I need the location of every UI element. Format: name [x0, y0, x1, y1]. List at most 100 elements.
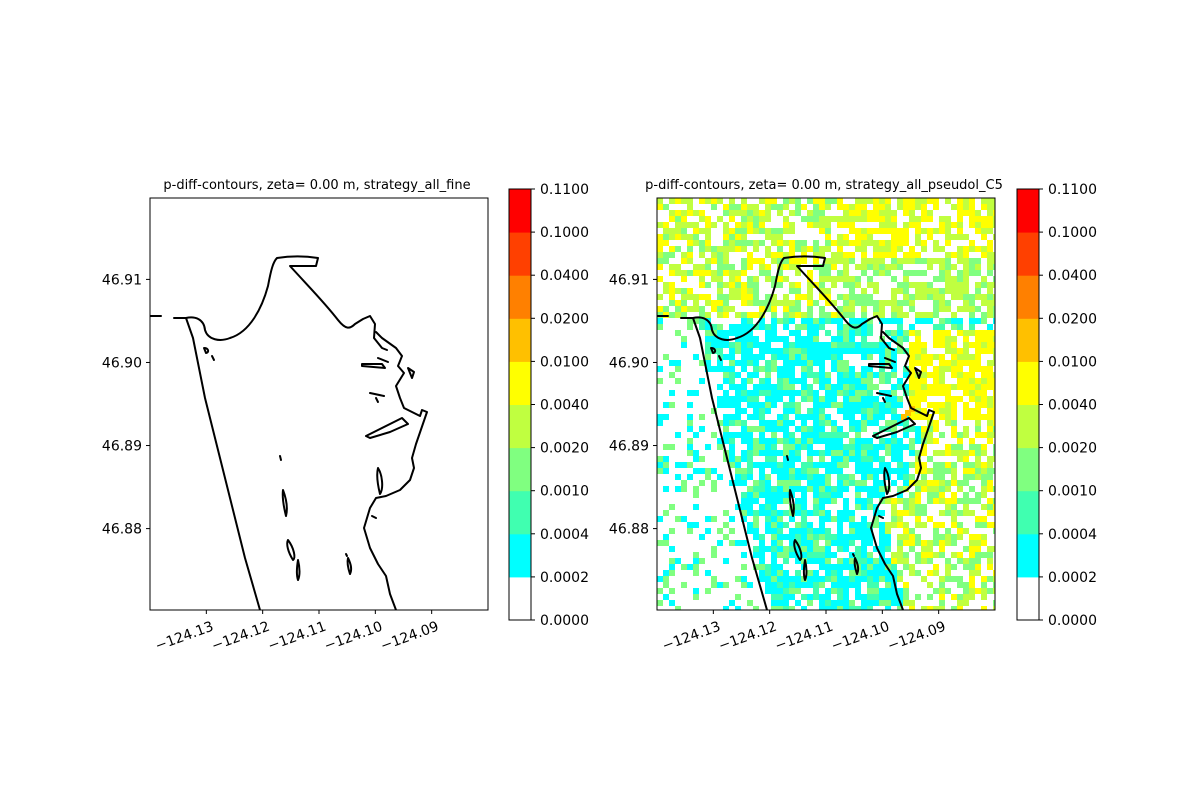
contour-cell: [681, 342, 688, 349]
contour-cell: [915, 588, 922, 595]
contour-cell: [981, 366, 988, 373]
coastline-segment: [371, 515, 377, 519]
contour-cell: [777, 546, 784, 553]
contour-cell: [945, 396, 952, 403]
contour-cell: [927, 222, 934, 229]
contour-cell: [849, 204, 856, 211]
contour-cell: [693, 438, 700, 445]
contour-cell: [825, 372, 832, 379]
contour-cell: [921, 402, 928, 409]
contour-cell: [795, 588, 802, 595]
contour-cell: [753, 438, 760, 445]
contour-cell: [975, 558, 982, 565]
contour-cell: [765, 342, 772, 349]
contour-cell: [819, 324, 826, 331]
contour-cell: [993, 300, 995, 307]
contour-cell: [837, 522, 844, 529]
contour-cell: [957, 606, 964, 610]
contour-cell: [909, 390, 916, 397]
contour-cell: [771, 540, 778, 547]
contour-cell: [747, 516, 754, 523]
contour-cell: [789, 444, 796, 451]
contour-cell: [681, 480, 688, 487]
contour-cell: [687, 588, 694, 595]
contour-cell: [813, 366, 820, 373]
contour-cell: [735, 540, 742, 547]
contour-cell: [933, 468, 940, 475]
contour-cell: [765, 216, 772, 223]
coastline-segment: [882, 397, 886, 403]
contour-cell: [939, 432, 946, 439]
contour-cell: [897, 450, 904, 457]
contour-cell: [933, 528, 940, 535]
contour-cell: [855, 300, 862, 307]
contour-cell: [903, 270, 910, 277]
contour-cell: [873, 582, 880, 589]
contour-cell: [867, 468, 874, 475]
contour-cell: [699, 204, 706, 211]
contour-cell: [921, 456, 928, 463]
contour-cell: [849, 294, 856, 301]
contour-cell: [993, 378, 995, 385]
contour-cell: [747, 258, 754, 265]
coastline-segment: [375, 397, 379, 403]
contour-cell: [669, 342, 676, 349]
contour-cell: [993, 420, 995, 427]
contour-cell: [669, 360, 676, 367]
contour-cell: [681, 504, 688, 511]
contour-cell: [873, 414, 880, 421]
contour-cell: [675, 462, 682, 469]
contour-cell: [939, 564, 946, 571]
contour-cell: [837, 492, 844, 499]
contour-cell: [699, 246, 706, 253]
contour-cell: [819, 210, 826, 217]
contour-cell: [873, 438, 880, 445]
contour-cell: [747, 456, 754, 463]
contour-cell: [837, 282, 844, 289]
contour-cell: [729, 534, 736, 541]
contour-cell: [771, 372, 778, 379]
contour-cell: [933, 594, 940, 601]
contour-cell: [747, 402, 754, 409]
contour-cell: [663, 402, 670, 409]
contour-cell: [843, 258, 850, 265]
contour-cell: [945, 384, 952, 391]
contour-cell: [801, 540, 808, 547]
contour-cell: [753, 450, 760, 457]
contour-cell: [741, 390, 748, 397]
contour-cell: [789, 306, 796, 313]
contour-cell: [693, 486, 700, 493]
contour-cell: [753, 432, 760, 439]
contour-cell: [777, 468, 784, 475]
contour-cell: [867, 534, 874, 541]
contour-cell: [987, 486, 994, 493]
contour-cell: [813, 390, 820, 397]
contour-cell: [843, 552, 850, 559]
contour-cell: [717, 228, 724, 235]
contour-cell: [855, 372, 862, 379]
contour-cell: [945, 318, 952, 325]
contour-cell: [819, 216, 826, 223]
contour-cell: [825, 354, 832, 361]
contour-cell: [981, 210, 988, 217]
contour-cell: [729, 396, 736, 403]
contour-cell: [693, 282, 700, 289]
contour-cell: [789, 264, 796, 271]
contour-cell: [933, 582, 940, 589]
contour-cell: [957, 432, 964, 439]
contour-cell: [867, 498, 874, 505]
contour-cell: [669, 240, 676, 247]
contour-cell: [663, 564, 670, 571]
contour-cell: [813, 528, 820, 535]
contour-cell: [675, 378, 682, 385]
contour-cell: [831, 552, 838, 559]
contour-cell: [789, 372, 796, 379]
contour-cell: [765, 516, 772, 523]
contour-cell: [939, 462, 946, 469]
contour-cell: [879, 402, 886, 409]
contour-cell: [945, 462, 952, 469]
contour-cell: [855, 492, 862, 499]
contour-cell: [885, 288, 892, 295]
contour-cell: [879, 564, 886, 571]
contour-cell: [993, 516, 995, 523]
